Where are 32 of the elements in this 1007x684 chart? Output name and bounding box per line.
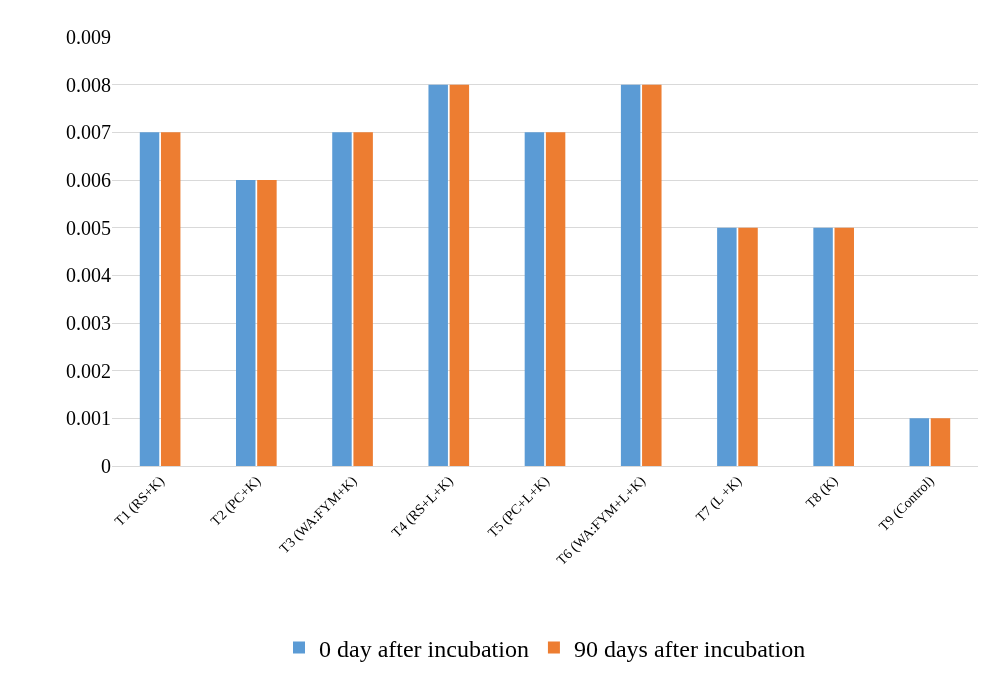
bar: [449, 84, 470, 466]
bar: [139, 132, 160, 466]
bar: [545, 132, 566, 466]
y-tick-label: 0.008: [66, 73, 111, 96]
x-tick-label: T8 (K): [802, 473, 842, 512]
y-tick-label: 0.002: [66, 359, 111, 382]
bar: [642, 84, 662, 466]
y-tick-label: 0.005: [66, 216, 111, 239]
y-tick-label: 0: [101, 455, 111, 477]
y-tick-label: 0.006: [66, 169, 111, 191]
y-tick-label: 0.003: [66, 312, 111, 334]
bar: [930, 418, 951, 466]
y-tick-label: 0.001: [66, 407, 111, 430]
bar: [620, 84, 641, 466]
legend-label: 0 day after incubation: [319, 635, 529, 662]
y-tick-label: 0.009: [66, 26, 111, 48]
y-tick-label: 0.007: [66, 121, 111, 144]
bar: [834, 227, 854, 466]
bar: [524, 132, 545, 466]
bar: [428, 84, 448, 466]
bar: [717, 227, 737, 466]
bar: [332, 132, 352, 466]
bar: [813, 227, 833, 466]
bar: [738, 227, 758, 466]
legend-label: 90 days after incubation: [573, 635, 806, 662]
bar: [257, 180, 277, 466]
bar: [353, 132, 373, 466]
bar: [236, 180, 256, 466]
bar: [909, 418, 930, 466]
y-tick-label: 0.004: [66, 264, 111, 287]
bar: [160, 132, 181, 466]
x-tick-label: T7 (L +K): [692, 473, 746, 526]
